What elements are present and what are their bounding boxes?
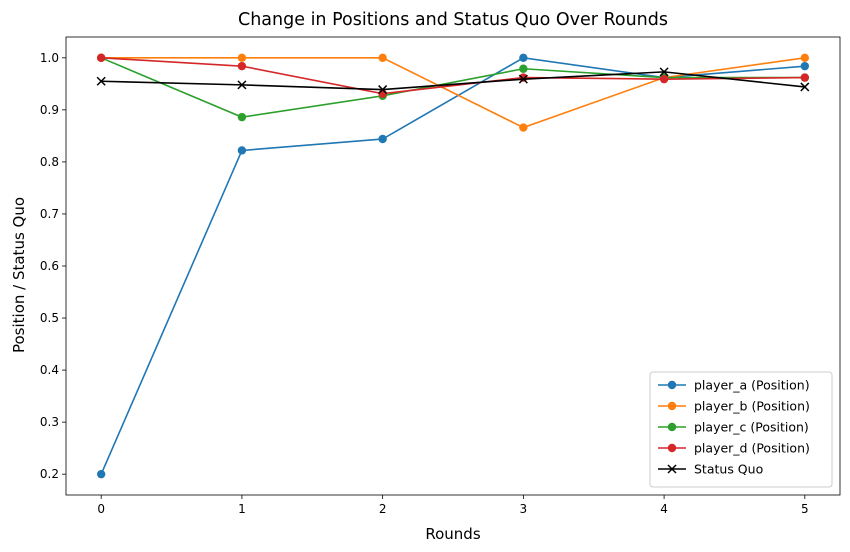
y-tick-label: 0.2 (40, 467, 59, 481)
legend-item: player_b (Position) (658, 399, 810, 414)
y-tick-label: 0.6 (40, 259, 59, 273)
data-point (96, 469, 106, 479)
data-point (378, 89, 387, 98)
y-tick-label: 1.0 (40, 51, 59, 65)
data-point (519, 73, 528, 82)
data-point (800, 53, 810, 63)
data-point (96, 76, 106, 86)
x-axis: 0 1 2 3 4 5 (97, 495, 809, 516)
data-point (237, 146, 247, 155)
x-tick-label: 0 (97, 502, 105, 516)
x-tick-label: 3 (520, 502, 528, 516)
series-line (101, 57, 805, 95)
y-tick-label: 0.3 (40, 415, 59, 429)
series-3 (96, 53, 810, 98)
data-point (237, 80, 247, 90)
series-line (100, 57, 805, 118)
y-axis-title: Position / Status Quo (10, 197, 28, 353)
legend-label: player_d (Position) (694, 441, 810, 456)
data-point (96, 53, 106, 63)
data-point (378, 134, 387, 144)
series-line (100, 56, 805, 475)
legend-item: player_d (Position) (658, 441, 810, 456)
data-point (237, 61, 247, 71)
data-point (518, 74, 528, 84)
data-point (659, 67, 669, 77)
legend-item: player_c (Position) (658, 420, 809, 435)
data-point (378, 53, 387, 63)
y-tick-label: 0.8 (40, 155, 59, 169)
legend-item: Status Quo (658, 462, 763, 477)
data-point (519, 123, 528, 132)
y-tick-label: 0.5 (40, 311, 59, 325)
legend-item: player_a (Position) (658, 378, 810, 393)
legend-box (649, 371, 833, 488)
data-point (237, 112, 247, 122)
legend: player_a (Position) player_b (Position) pl… (649, 371, 833, 488)
series-layer (96, 53, 810, 479)
x-tick-label: 5 (801, 502, 809, 516)
x-axis-title: Rounds (425, 525, 480, 543)
series-4 (96, 67, 810, 95)
legend-label: player_b (Position) (694, 399, 810, 414)
data-point (237, 53, 247, 63)
legend-label: Status Quo (694, 462, 763, 477)
data-point (519, 53, 528, 63)
data-point (800, 61, 810, 71)
legend-label: player_a (Position) (694, 378, 810, 393)
x-tick-label: 1 (238, 502, 246, 516)
x-tick-label: 4 (660, 502, 668, 516)
data-point (800, 73, 810, 82)
series-line (101, 71, 805, 91)
series-1 (96, 53, 810, 132)
data-point (659, 74, 669, 84)
chart-title: Change in Positions and Status Quo Over … (238, 10, 668, 30)
x-tick-label: 2 (379, 502, 387, 516)
data-point (519, 64, 528, 73)
data-point (800, 82, 810, 92)
y-axis: 0.2 0.3 0.4 0.5 0.6 0.7 0.8 0.9 1.0 (40, 51, 66, 481)
y-tick-label: 0.4 (40, 363, 59, 377)
legend-label: player_c (Position) (694, 420, 809, 435)
y-tick-label: 0.9 (40, 103, 59, 117)
series-line (101, 57, 805, 129)
y-tick-label: 0.7 (40, 207, 59, 221)
data-point (378, 85, 388, 95)
